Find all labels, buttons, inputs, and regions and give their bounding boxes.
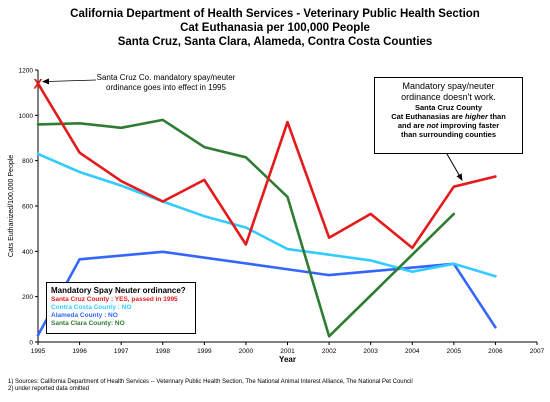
x-tick-label: 2000	[239, 348, 254, 355]
callout-emphasis-higher: higher	[464, 112, 488, 121]
legend-item-santa-cruz: Santa Cruz County : YES, passed in 1995	[51, 296, 178, 303]
y-tick-label: 400	[22, 249, 33, 256]
legend: Mandatory Spay Neuter ordinance? Santa C…	[46, 282, 196, 334]
chart-subtitle-2: Santa Cruz, Santa Clara, Alameda, Contra…	[117, 36, 433, 48]
x-tick-label: 1999	[197, 348, 212, 355]
callout-line-3: Santa Cruz County	[414, 103, 483, 112]
callout-box: Mandatory spay/neuter ordinance doesn't …	[374, 77, 523, 154]
y-tick-label: 0	[29, 340, 33, 347]
y-tick-label: 1000	[19, 113, 34, 120]
series-line-santa-cruz-county	[36, 82, 497, 250]
x-tick-label: 1996	[72, 348, 87, 355]
legend-item-santa-clara: Santa Clara County: NO	[51, 320, 125, 327]
callout-line-6: than surrounding counties	[401, 130, 496, 139]
y-tick-label: 800	[22, 158, 33, 165]
chart-subtitle-1: Cat Euthanasia per 100,000 People	[180, 22, 370, 34]
series-line-santa-clara-county	[36, 118, 456, 338]
x-axis-label: Year	[279, 355, 296, 364]
ordinance-x-marker: X	[33, 76, 43, 92]
callout-emphasis-not: not	[426, 121, 439, 130]
y-tick-label: 1200	[19, 68, 34, 75]
x-tick-label: 2002	[322, 348, 337, 355]
x-tick-label: 2004	[405, 348, 420, 355]
footnote-underreported: 2) under reported data omitted	[8, 386, 90, 392]
callout-line-4: Cat Euthanasias are higher than	[391, 112, 506, 121]
x-tick-label: 2006	[488, 348, 503, 355]
footnote-sources: 1) Sources: California Department of Hea…	[8, 379, 413, 385]
y-tick-label: 600	[22, 204, 33, 211]
x-tick-label: 2003	[363, 348, 378, 355]
callout-line-1: Mandatory spay/neuter	[402, 81, 495, 91]
chart-title: California Department of Health Services…	[70, 8, 480, 20]
y-axis-label: Cats Euthanized/100,000 People	[8, 155, 15, 257]
x-tick-label: 1997	[114, 348, 129, 355]
callout-line-2: ordinance doesn't work.	[401, 92, 496, 102]
legend-item-alameda: Alameda County : NO	[51, 312, 118, 319]
x-tick-label: 2005	[447, 348, 462, 355]
x-tick-label: 2001	[280, 348, 295, 355]
series-line-contra-costa-county	[36, 152, 497, 278]
ordinance-arrow	[42, 78, 97, 85]
legend-item-contra-costa: Contra Costa County : NO	[51, 304, 132, 311]
ordinance-annotation: Santa Cruz Co. mandatory spay/neuter ord…	[96, 73, 236, 92]
legend-title: Mandatory Spay Neuter ordinance?	[51, 286, 186, 295]
x-tick-label: 1995	[31, 348, 46, 355]
callout-arrow	[446, 153, 463, 181]
callout-line-5: and are not improving faster	[397, 121, 500, 130]
x-tick-label: 2007	[530, 348, 545, 355]
y-tick-label: 200	[22, 294, 33, 301]
x-tick-label: 1998	[156, 348, 171, 355]
series-line-alameda-county	[36, 250, 497, 337]
